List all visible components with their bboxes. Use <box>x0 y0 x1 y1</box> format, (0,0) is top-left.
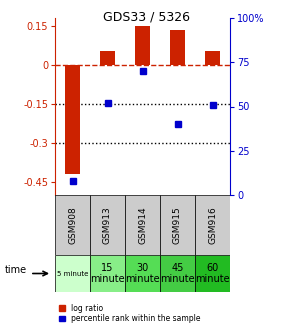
Bar <box>100 51 115 65</box>
Bar <box>170 30 185 65</box>
Text: GSM915: GSM915 <box>173 206 182 244</box>
Text: 5 minute: 5 minute <box>57 270 88 277</box>
Bar <box>90 195 125 255</box>
Bar <box>205 51 220 65</box>
Bar <box>55 255 90 292</box>
Bar <box>160 195 195 255</box>
Bar <box>195 255 230 292</box>
Bar <box>195 195 230 255</box>
Bar <box>125 195 160 255</box>
Text: GDS33 / 5326: GDS33 / 5326 <box>103 10 190 23</box>
Text: GSM916: GSM916 <box>208 206 217 244</box>
Text: GSM914: GSM914 <box>138 206 147 244</box>
Text: GSM913: GSM913 <box>103 206 112 244</box>
Bar <box>160 255 195 292</box>
Bar <box>65 65 80 174</box>
Text: 15
minute: 15 minute <box>90 263 125 284</box>
Bar <box>134 26 150 65</box>
Text: GSM908: GSM908 <box>68 206 77 244</box>
Text: 45
minute: 45 minute <box>160 263 195 284</box>
Text: 60
minute: 60 minute <box>195 263 230 284</box>
Bar <box>90 255 125 292</box>
Bar <box>125 255 160 292</box>
Bar <box>55 195 90 255</box>
Text: 30
minute: 30 minute <box>125 263 160 284</box>
Legend: log ratio, percentile rank within the sample: log ratio, percentile rank within the sa… <box>59 304 200 323</box>
Text: time: time <box>4 265 27 275</box>
